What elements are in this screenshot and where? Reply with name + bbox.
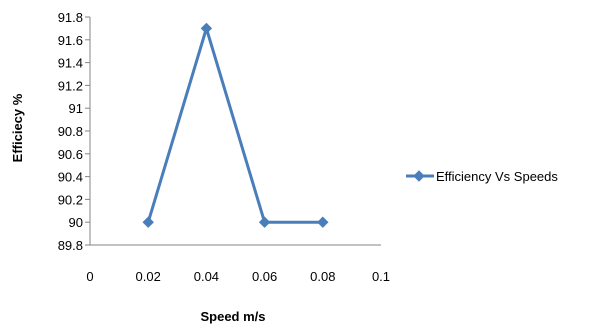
x-axis-ticks: 0 0.02 0.04 0.06 0.08 0.1 [86, 269, 390, 284]
y-tick-label: 91 [69, 101, 83, 116]
data-point [258, 216, 271, 228]
x-axis-title: Speed m/s [200, 309, 265, 324]
y-tick-label: 90.4 [58, 170, 83, 185]
series-line [146, 23, 323, 224]
y-tick-label: 91.6 [58, 33, 83, 48]
y-axis-title: Efficiecy % [10, 93, 25, 162]
x-tick-label: 0.06 [252, 269, 277, 284]
y-tick-label: 90.2 [58, 192, 83, 207]
y-tick-label: 91.4 [58, 56, 83, 71]
data-point [200, 22, 213, 35]
y-axis-ticks: 89.8 90 90.2 90.4 90.6 90.8 91 91.2 91.4 91.6 91.8 [58, 10, 90, 253]
legend: Efficiency Vs Speeds [406, 169, 558, 184]
y-tick-label: 91.8 [58, 10, 83, 25]
x-tick-label: 0.1 [372, 269, 390, 284]
x-tick-label: 0.02 [136, 269, 161, 284]
axes [89, 17, 381, 246]
legend-label: Efficiency Vs Speeds [436, 169, 558, 184]
data-point [142, 216, 154, 228]
x-tick-label: 0.04 [194, 269, 219, 284]
y-tick-label: 89.8 [58, 238, 83, 253]
y-tick-label: 91.2 [58, 78, 83, 93]
legend-marker [413, 170, 425, 182]
y-tick-label: 90.6 [58, 147, 83, 162]
x-tick-label: 0.08 [310, 269, 335, 284]
data-point [317, 216, 329, 228]
series [142, 22, 329, 228]
x-tick-label: 0 [86, 269, 93, 284]
y-tick-label: 90 [69, 215, 83, 230]
y-tick-label: 90.8 [58, 124, 83, 139]
